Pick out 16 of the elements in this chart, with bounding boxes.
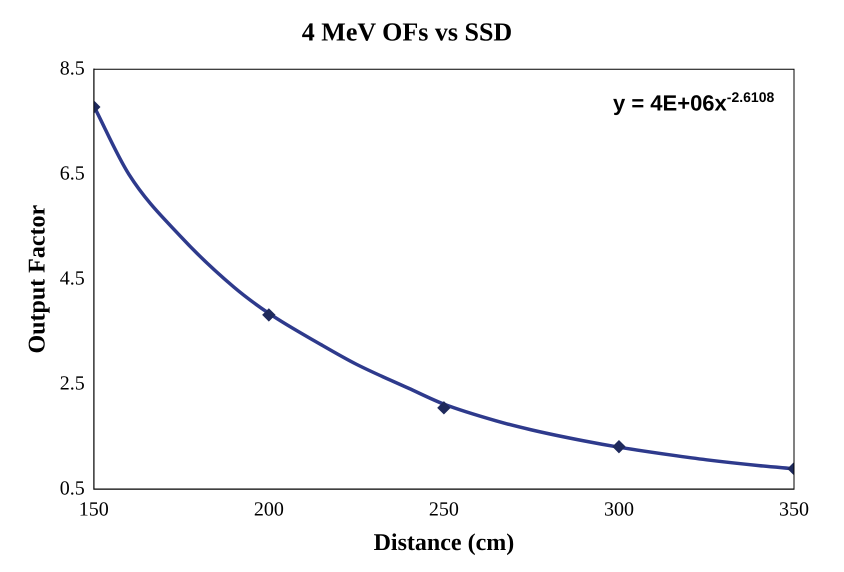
x-tick-label: 350	[779, 498, 809, 520]
y-axis-title: Output Factor	[24, 204, 51, 354]
x-tick-label: 150	[78, 498, 109, 520]
x-tick-label: 300	[604, 498, 634, 520]
x-tick-label: 250	[428, 498, 459, 520]
annotation: y = 4E+06x$^{-2.6108}$	[613, 89, 774, 117]
x-axis-title: Distance (cm)	[374, 530, 514, 556]
y-tick-label: 4.5	[60, 267, 85, 290]
point	[612, 440, 626, 454]
y-tick-label: 0.5	[60, 477, 85, 500]
x-tick-label: 200	[254, 498, 284, 520]
y-tick-label: 2.5	[60, 372, 85, 394]
chart-title: 4 MeV OFs vs SSD	[302, 17, 512, 46]
y-tick-label: 8.5	[60, 57, 85, 80]
point	[437, 401, 450, 414]
y-tick-label: 6.5	[60, 162, 85, 184]
